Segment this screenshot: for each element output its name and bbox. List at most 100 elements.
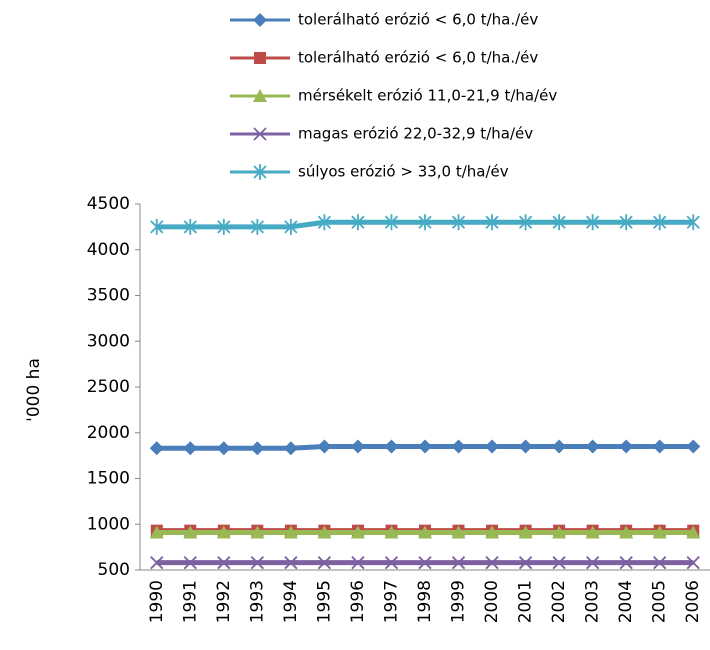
- marker: [451, 214, 466, 231]
- marker: [552, 439, 567, 454]
- marker: [451, 556, 466, 570]
- marker: [585, 439, 600, 454]
- marker: [149, 525, 164, 539]
- marker: [686, 439, 701, 454]
- marker: [586, 214, 600, 231]
- marker: [619, 439, 634, 454]
- marker: [619, 556, 633, 570]
- legend-label: súlyos erózió > 33,0 t/ha/év: [298, 163, 509, 181]
- marker: [317, 214, 332, 231]
- marker: [250, 556, 264, 570]
- x-tick-label: 1992: [214, 580, 234, 623]
- marker: [451, 439, 466, 454]
- marker: [384, 525, 399, 539]
- x-tick-label: 1996: [348, 580, 368, 623]
- y-tick-label: 2500: [87, 377, 130, 397]
- marker: [451, 525, 466, 539]
- y-axis-label: '000 ha: [24, 358, 44, 422]
- marker: [253, 164, 267, 180]
- y-tick-label: 4000: [87, 240, 130, 260]
- marker: [283, 525, 298, 539]
- marker: [518, 525, 533, 539]
- marker: [317, 439, 332, 454]
- marker: [518, 214, 533, 231]
- x-tick-label: 1995: [314, 580, 334, 623]
- marker: [585, 525, 600, 539]
- marker: [253, 13, 267, 27]
- legend-label: mérsékelt erózió 11,0-21,9 t/ha/év: [298, 87, 557, 105]
- legend-label: tolerálható erózió < 6,0 t/ha./év: [298, 11, 538, 29]
- marker: [384, 214, 399, 231]
- x-tick-label: 2004: [616, 580, 636, 623]
- marker: [619, 525, 634, 539]
- marker: [253, 127, 267, 141]
- marker: [217, 218, 231, 235]
- marker: [652, 525, 667, 539]
- marker: [552, 556, 566, 570]
- marker: [183, 441, 198, 456]
- marker: [418, 439, 432, 454]
- x-tick-label: 2002: [549, 580, 569, 623]
- marker: [686, 214, 700, 231]
- x-tick-label: 1997: [381, 580, 401, 623]
- marker: [250, 218, 264, 235]
- marker: [183, 556, 197, 570]
- marker: [253, 89, 267, 102]
- x-tick-label: 1990: [147, 580, 167, 623]
- x-tick-label: 2001: [516, 580, 536, 623]
- x-tick-label: 1993: [247, 580, 267, 623]
- y-tick-label: 2000: [87, 423, 130, 443]
- marker: [418, 525, 432, 539]
- marker: [284, 556, 298, 570]
- marker: [384, 439, 399, 454]
- y-tick-label: 3500: [87, 286, 130, 306]
- marker: [150, 218, 164, 235]
- legend-label: tolerálható erózió < 6,0 t/ha./év: [298, 49, 538, 67]
- marker: [552, 525, 567, 539]
- x-tick-label: 1999: [449, 580, 469, 623]
- marker: [317, 556, 332, 570]
- marker: [250, 441, 265, 456]
- marker: [216, 441, 231, 456]
- marker: [485, 439, 500, 454]
- marker: [149, 441, 164, 456]
- marker: [586, 556, 600, 570]
- marker: [351, 214, 365, 231]
- x-tick-label: 2006: [683, 580, 703, 623]
- marker: [485, 556, 499, 570]
- x-tick-label: 2003: [583, 580, 603, 623]
- x-tick-label: 2000: [482, 580, 502, 623]
- x-tick-label: 2005: [650, 580, 670, 623]
- x-tick-label: 1998: [415, 580, 435, 623]
- marker: [652, 439, 667, 454]
- marker: [384, 556, 399, 570]
- marker: [284, 218, 298, 235]
- marker: [518, 439, 533, 454]
- marker: [254, 52, 266, 64]
- marker: [317, 525, 332, 539]
- x-tick-label: 1994: [281, 580, 301, 623]
- marker: [418, 556, 432, 570]
- y-tick-label: 1500: [87, 469, 130, 489]
- marker: [686, 525, 701, 539]
- marker: [418, 214, 432, 231]
- marker: [485, 525, 500, 539]
- marker: [183, 218, 197, 235]
- marker: [653, 556, 667, 570]
- x-tick-label: 1991: [180, 580, 200, 623]
- marker: [552, 214, 566, 231]
- marker: [150, 556, 164, 570]
- marker: [619, 214, 633, 231]
- y-tick-label: 1000: [87, 514, 130, 534]
- marker: [686, 556, 700, 570]
- marker: [217, 556, 231, 570]
- marker: [250, 525, 265, 539]
- y-tick-label: 4500: [87, 194, 130, 214]
- legend-label: magas erózió 22,0-32,9 t/ha/év: [298, 125, 533, 143]
- y-tick-label: 3000: [87, 331, 130, 351]
- marker: [350, 525, 365, 539]
- marker: [653, 214, 667, 231]
- marker: [351, 556, 365, 570]
- marker: [183, 525, 198, 539]
